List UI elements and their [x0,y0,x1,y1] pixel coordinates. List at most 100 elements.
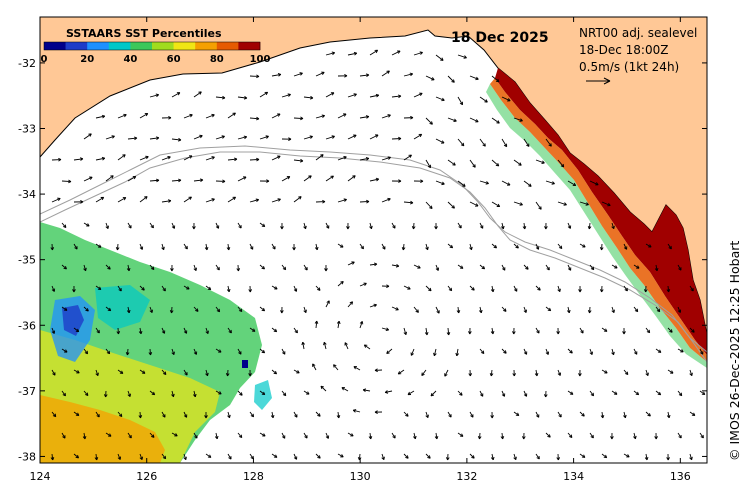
current-arrow [425,285,432,292]
current-arrow [95,411,100,418]
current-arrow [391,306,399,311]
current-arrow [666,285,671,293]
current-arrow [303,390,310,395]
current-arrow [557,285,561,293]
current-arrow [457,390,463,396]
current-arrow [325,135,335,140]
current-arrow [347,51,358,56]
current-arrow [315,453,321,459]
current-arrow [599,285,604,293]
sst-coastal-band [495,68,707,355]
current-arrow [95,369,99,377]
current-arrow [490,411,494,419]
current-arrow [513,201,523,206]
current-arrow [171,178,182,183]
current-arrow [381,70,390,77]
current-arrow [325,222,330,229]
legend-swatch [195,42,218,50]
current-arrow [413,179,424,183]
current-arrow [633,390,640,396]
current-arrow [95,327,100,334]
current-arrow [161,453,167,460]
current-arrow [447,411,452,418]
current-arrow [513,159,522,166]
current-arrow [359,73,370,78]
current-arrow [105,432,112,437]
current-arrow [139,369,146,374]
current-arrow [303,175,312,182]
current-arrow [336,320,341,329]
current-arrow [149,93,160,98]
current-arrow [127,136,138,141]
current-arrow [73,411,80,416]
current-arrow [117,453,122,460]
current-arrow [645,369,649,377]
x-tick-label: 132 [456,470,477,483]
y-tick-label: -37 [18,385,36,398]
current-arrow [271,113,281,119]
legend-frame [43,41,261,51]
current-arrow [183,411,188,418]
current-arrow [281,176,291,182]
current-arrow [271,155,281,161]
current-arrow [249,198,259,203]
current-arrow [237,390,243,396]
current-arrow [293,327,298,334]
current-arrow [544,222,548,230]
current-arrow [117,411,123,418]
current-arrow [445,453,450,461]
current-arrow [183,113,193,119]
current-arrow [513,117,523,122]
current-arrow [281,93,291,98]
current-arrow [369,303,377,308]
current-arrow [611,222,615,230]
current-arrow [95,196,105,203]
current-arrow [170,264,174,272]
current-arrow [401,243,406,251]
current-vector-field [50,49,706,461]
current-arrow [281,390,287,397]
current-arrow [425,411,429,419]
current-arrow [73,327,80,333]
current-arrow [512,369,517,377]
current-arrow [149,264,155,270]
current-arrow [61,432,66,439]
current-arrow [161,243,165,251]
current-arrow [95,156,106,161]
current-arrow [138,327,143,335]
current-arrow [491,117,500,124]
current-arrow [259,432,266,437]
legend-tick-label: 60 [167,54,181,65]
current-arrow [347,301,354,308]
current-arrow [105,222,109,229]
current-arrow [259,222,266,228]
current-arrow [501,180,511,186]
legend-tick-label: 40 [123,54,137,65]
current-arrow [589,180,599,186]
current-arrow [567,264,572,271]
current-arrow [545,432,551,438]
current-arrow [73,453,79,459]
current-arrow [557,369,562,376]
current-arrow [171,137,182,142]
current-arrow [413,92,423,98]
current-arrow [666,411,671,419]
current-arrow [567,390,574,395]
current-arrow [73,243,78,250]
current-arrow [126,264,131,272]
current-arrow [115,243,120,251]
current-arrow [281,264,287,271]
current-arrow [292,243,296,251]
current-arrow [82,432,87,440]
current-arrow [579,201,589,206]
current-arrow [501,390,506,397]
current-arrow [410,348,415,356]
current-arrow [344,342,349,350]
current-arrow [403,115,414,120]
current-arrow [359,321,364,329]
current-arrow [325,92,335,98]
current-arrow [469,117,479,123]
current-arrow [83,176,93,182]
current-arrow [117,113,127,119]
current-arrow [303,306,307,314]
